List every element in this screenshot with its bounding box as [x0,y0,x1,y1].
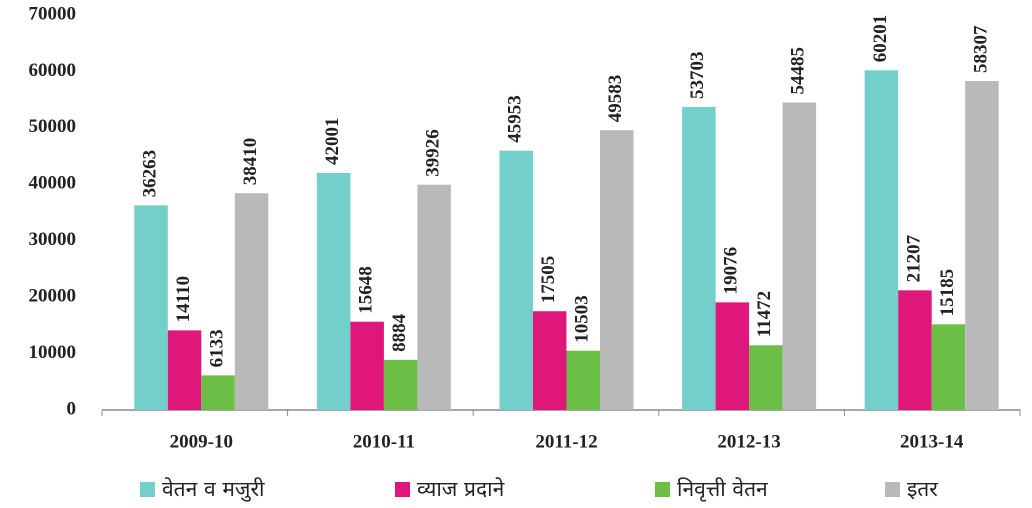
data-label: 45953 [505,95,526,143]
data-label: 49583 [605,75,626,123]
y-tick-label: 20000 [29,286,77,307]
data-label: 17505 [538,256,559,304]
data-label: 21207 [903,234,924,282]
bar [533,311,567,410]
x-tick-label: 2012-13 [717,431,780,452]
data-label: 36263 [139,150,160,198]
y-tick-label: 0 [67,398,77,419]
y-tick-label: 10000 [29,342,77,363]
x-tick-label: 2009-10 [170,431,233,452]
bar [600,130,634,411]
legend-label: इतर [907,477,938,501]
x-tick-label: 2013-14 [900,431,964,452]
bar [201,375,235,410]
bar [383,359,418,410]
bar [134,205,168,410]
data-label: 10503 [572,295,593,343]
data-label: 60201 [870,15,891,63]
legend-swatch [140,482,155,497]
bar [715,302,750,410]
data-label: 15185 [937,269,958,317]
bar [417,184,451,410]
bar [898,290,932,410]
data-label: 6133 [206,329,227,367]
legend-label: व्याज प्रदाने [417,477,505,501]
data-label: 58307 [970,25,991,73]
bar [965,80,999,410]
y-tick-label: 70000 [29,3,77,24]
bar [316,172,351,410]
legend-label: वेतन व मजुरी [162,477,265,502]
data-label: 11472 [754,291,775,337]
data-label: 38410 [240,138,261,185]
data-label: 19076 [721,247,742,295]
y-tick-label: 40000 [29,173,77,194]
bar [682,106,716,410]
bar [566,350,600,410]
bar [749,345,783,410]
y-tick-label: 30000 [29,229,77,250]
legend-label: निवृत्ती वेतन [677,477,768,502]
x-tick-label: 2011-12 [535,431,597,452]
bar [167,330,202,410]
data-label: 8884 [389,313,410,352]
bar [499,150,533,410]
bar [234,193,269,410]
bar [931,324,966,410]
legend-swatch [655,482,670,497]
data-label: 53703 [687,51,708,99]
y-tick-label: 50000 [29,116,77,137]
bar [350,321,384,410]
legend-swatch [395,482,410,497]
legend-swatch [885,482,900,497]
y-tick-label: 60000 [29,60,77,81]
data-label: 14110 [173,276,194,322]
bar [864,70,899,410]
bar [782,102,817,411]
data-label: 54485 [788,47,809,95]
data-label: 42001 [322,117,343,165]
data-label: 39926 [423,129,444,177]
data-label: 15648 [356,266,377,314]
x-tick-label: 2010-11 [353,431,415,452]
